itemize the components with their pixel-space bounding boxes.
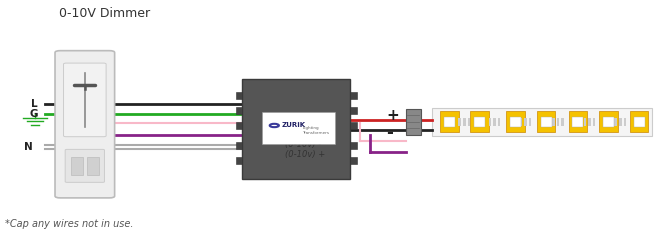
Bar [458,118,461,126]
Bar [510,117,521,126]
Bar [470,111,489,132]
Bar [350,157,357,164]
Bar [569,111,587,132]
Bar [630,111,648,132]
Bar [86,157,99,175]
Bar [557,118,559,126]
Bar [489,118,491,126]
Bar [444,117,455,126]
Bar [506,111,525,132]
Bar [468,118,470,126]
Bar [463,118,466,126]
Bar [350,92,357,99]
Bar [552,118,555,126]
Bar [350,107,357,114]
Bar [524,118,527,126]
Bar [619,118,622,126]
Text: *Cap any wires not in use.: *Cap any wires not in use. [5,219,134,229]
Bar [498,118,500,126]
Bar [588,118,591,126]
Bar [242,79,350,179]
Bar [519,118,522,126]
Bar [599,111,618,132]
Text: (0-10v) +: (0-10v) + [285,150,325,159]
Bar [537,111,555,132]
Text: ZURiK: ZURiK [282,122,306,129]
Bar [236,107,242,114]
Text: (0-10v) -: (0-10v) - [285,140,321,149]
Bar [236,157,242,164]
Bar [572,117,583,126]
Bar [350,122,357,129]
Bar [440,111,458,132]
Bar [624,118,626,126]
FancyBboxPatch shape [64,63,106,137]
Bar [529,118,531,126]
Bar [432,108,652,136]
Bar [71,157,83,175]
Text: N: N [24,142,33,152]
Bar [350,142,357,149]
Bar [593,118,595,126]
Bar [614,118,617,126]
Bar [561,118,564,126]
Bar [493,118,496,126]
Bar [406,109,421,135]
FancyBboxPatch shape [65,149,104,182]
Bar [236,122,242,129]
Bar [541,117,552,126]
Text: +: + [386,109,399,123]
Text: Lighting
Transformers: Lighting Transformers [302,126,329,135]
Bar [236,142,242,149]
Bar [634,117,645,126]
Bar [236,92,242,99]
Bar [474,117,485,126]
FancyBboxPatch shape [55,51,115,198]
Text: 0-10V Dimmer: 0-10V Dimmer [59,7,150,20]
Text: G: G [29,109,38,119]
Bar [584,118,586,126]
Text: -: - [386,124,393,142]
Bar [603,117,614,126]
Text: L: L [31,99,38,109]
Bar [262,112,335,144]
